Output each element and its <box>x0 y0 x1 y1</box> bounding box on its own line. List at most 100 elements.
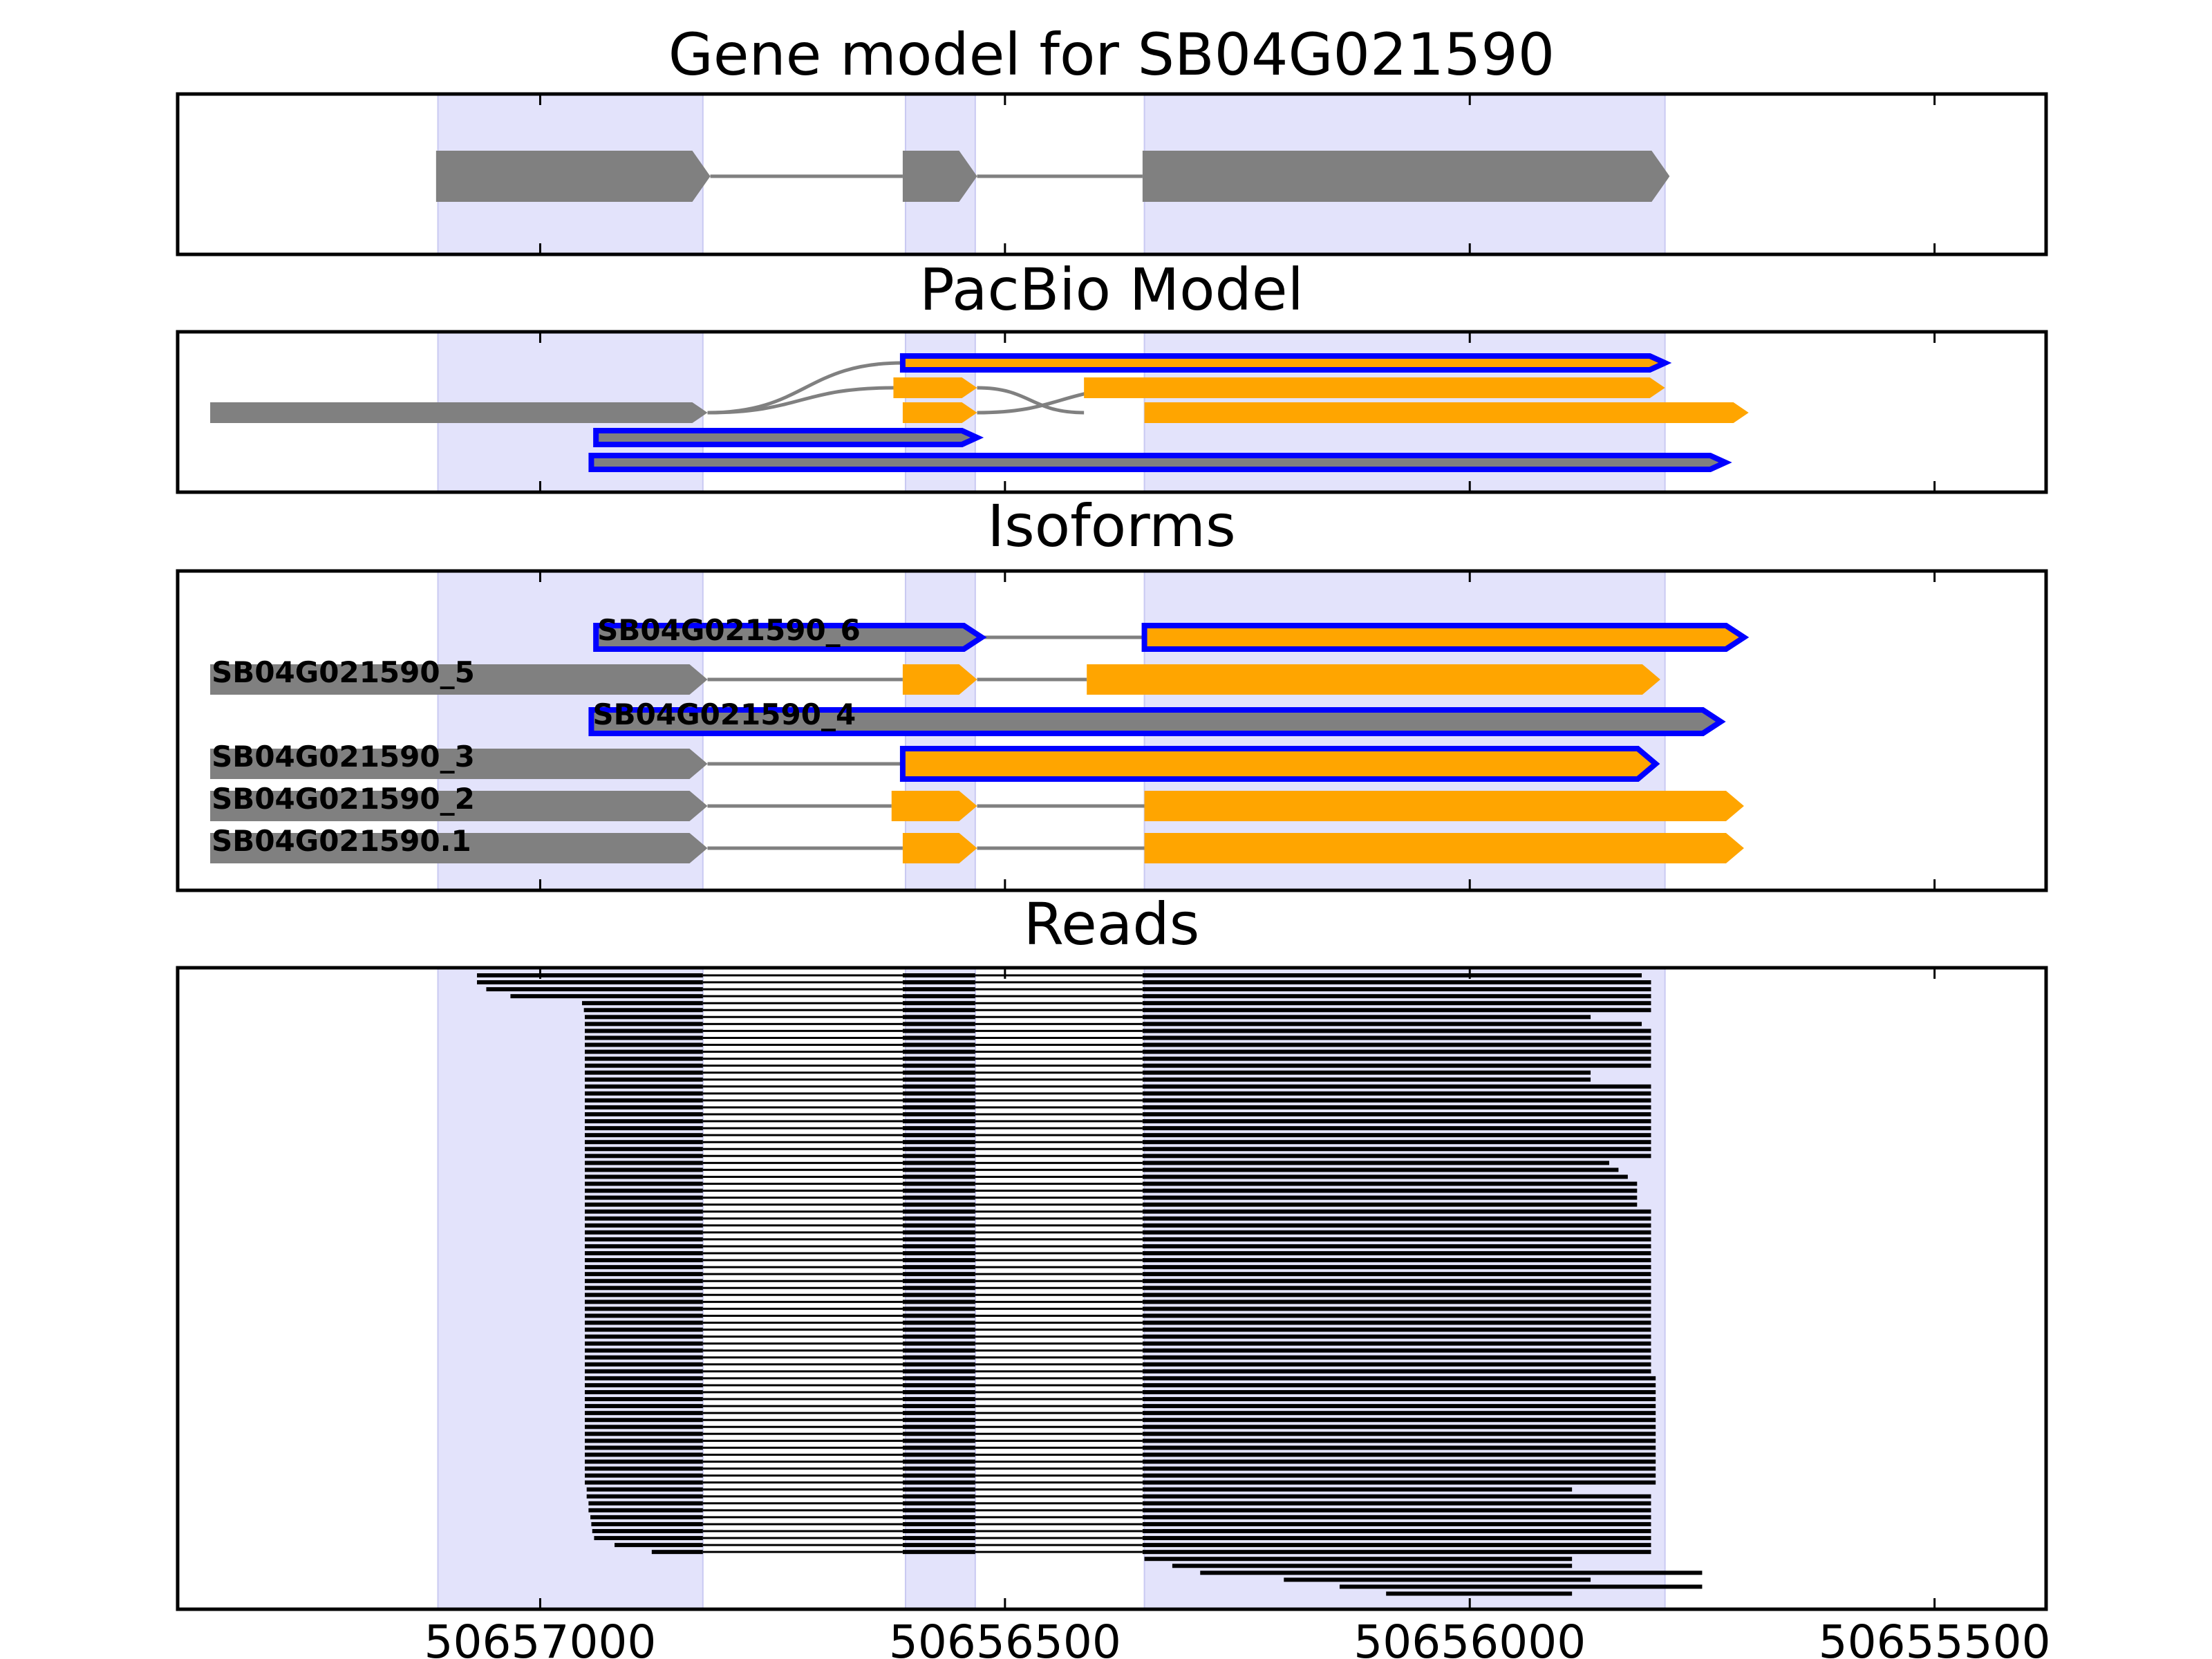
panel-frame <box>176 92 2048 256</box>
read-exon <box>586 1494 703 1499</box>
read-exon <box>902 1001 975 1006</box>
read-exon <box>592 1529 703 1533</box>
read-exon <box>902 1536 975 1541</box>
read-exon <box>902 1237 975 1241</box>
read-exon <box>902 1029 975 1033</box>
read-exon <box>902 1209 975 1214</box>
panel-frame <box>176 330 2048 494</box>
read-exon <box>1142 1376 1656 1380</box>
read-exon <box>1142 1015 1591 1020</box>
read-exon <box>902 1501 975 1506</box>
read-exon <box>585 1334 703 1339</box>
read-exon <box>1142 1202 1638 1207</box>
read-exon <box>902 1445 975 1450</box>
read-exon <box>1142 1077 1591 1082</box>
coding-exon <box>902 664 977 695</box>
read-exon <box>1142 1181 1638 1186</box>
read-exon <box>902 1112 975 1116</box>
read-exon <box>1142 1327 1651 1332</box>
read-exon <box>902 1369 975 1374</box>
noncoding-exon <box>902 151 977 202</box>
read-exon <box>902 1320 975 1325</box>
read-exon <box>585 1320 703 1325</box>
read-exon <box>902 1161 975 1165</box>
read-exon <box>1142 1348 1651 1353</box>
read-exon <box>902 1473 975 1478</box>
panel-title-pacbio: PacBio Model <box>919 256 1304 324</box>
read-exon <box>1200 1571 1703 1575</box>
isoform-label: SB04G021590_5 <box>212 655 475 689</box>
read-exon <box>1142 1404 1656 1409</box>
noncoding-exon <box>593 428 984 447</box>
read-exon <box>585 1098 703 1103</box>
read-exon <box>585 1140 703 1145</box>
read-exon <box>902 994 975 999</box>
read-exon <box>1142 1452 1656 1457</box>
coding-exon <box>902 402 977 423</box>
read-exon <box>902 1202 975 1207</box>
read-exon <box>902 1168 975 1172</box>
read-exon <box>585 1188 703 1193</box>
panel-frame <box>176 569 2048 892</box>
read-exon <box>585 1119 703 1124</box>
read-exon <box>615 1543 703 1548</box>
read-exon <box>1142 1445 1656 1450</box>
read-exon <box>902 1181 975 1186</box>
read-exon <box>585 1056 703 1061</box>
noncoding-exon <box>210 833 708 863</box>
read-exon <box>1142 1063 1651 1068</box>
read-exon <box>588 1501 703 1506</box>
read-exon <box>1142 1432 1656 1436</box>
x-axis-labels: 50657000 50656500 50656000 50655500 <box>424 1615 2050 1659</box>
read-exon <box>902 1452 975 1457</box>
read-exon <box>585 1306 703 1311</box>
axis-ticks <box>538 94 1936 254</box>
read-exon <box>486 987 703 992</box>
read-exon <box>585 1042 703 1047</box>
read-exon <box>585 1133 703 1138</box>
read-exon <box>585 1473 703 1478</box>
read-exon <box>585 1279 703 1284</box>
read-exon <box>902 1279 975 1284</box>
read-exon <box>585 1376 703 1380</box>
read-exon <box>1142 1098 1651 1103</box>
read-exon <box>1142 1042 1651 1047</box>
read-exon <box>585 1161 703 1165</box>
read-exon <box>477 973 703 977</box>
read-exon <box>1142 1105 1651 1109</box>
noncoding-exon <box>593 623 987 652</box>
read-exon <box>1142 1230 1651 1235</box>
read-exon <box>902 1091 975 1096</box>
read-exon <box>902 1480 975 1485</box>
read-exon <box>1142 980 1651 985</box>
read-exon <box>902 1216 975 1221</box>
read-exon <box>1142 1320 1651 1325</box>
read-exon <box>1172 1564 1573 1568</box>
read-exon <box>902 1397 975 1402</box>
read-exon <box>1142 1091 1651 1096</box>
read-exon <box>585 1341 703 1346</box>
panel-title-gene-model: Gene model for SB04G021590 <box>668 21 1555 88</box>
read-exon <box>585 1015 703 1020</box>
read-exon <box>1142 1515 1651 1519</box>
read-exon <box>1144 1557 1573 1562</box>
read-exon <box>902 1070 975 1075</box>
read-exon <box>585 1112 703 1116</box>
x-tick-label: 50656500 <box>889 1615 1121 1659</box>
read-exon <box>902 1438 975 1443</box>
read-exon <box>1142 1119 1651 1124</box>
read-exon <box>902 1195 975 1200</box>
read-exon <box>902 1140 975 1145</box>
read-exon <box>902 1042 975 1047</box>
read-exon <box>1339 1584 1703 1589</box>
read-exon <box>1142 1154 1651 1159</box>
read-exon <box>585 1181 703 1186</box>
read-exon <box>585 1230 703 1235</box>
read-exon <box>902 1188 975 1193</box>
axis-ticks <box>538 968 1936 1609</box>
read-exon <box>585 1425 703 1430</box>
read-exon <box>585 1202 703 1207</box>
noncoding-exon <box>210 791 708 821</box>
read-exon <box>1142 1418 1656 1423</box>
